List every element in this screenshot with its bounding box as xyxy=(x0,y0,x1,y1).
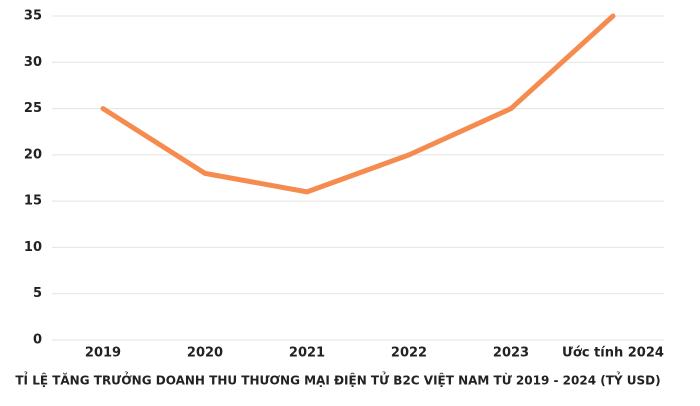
line xyxy=(100,13,616,195)
x-tick-label: 2023 xyxy=(493,346,529,361)
y-tick-label: 30 xyxy=(24,55,42,70)
y-tick-label: 35 xyxy=(24,9,42,24)
x-tick-label: 2019 xyxy=(85,346,121,361)
x-tick-label: 2021 xyxy=(289,346,325,361)
x-tick-label: 2020 xyxy=(187,346,223,361)
y-tick-label: 0 xyxy=(33,333,42,348)
y-tick-label: 25 xyxy=(24,101,42,116)
x-tick-label: 2022 xyxy=(391,346,427,361)
y-tick-label: 10 xyxy=(24,240,42,255)
x-tick-label: Ước tính 2024 xyxy=(562,346,664,361)
y-tick-label: 20 xyxy=(24,147,42,162)
chart-title: TỈ LỆ TĂNG TRƯỞNG DOANH THU THƯƠNG MẠI Đ… xyxy=(15,372,660,388)
y-tick-label: 5 xyxy=(33,286,42,301)
y-tick-label: 15 xyxy=(24,194,42,209)
